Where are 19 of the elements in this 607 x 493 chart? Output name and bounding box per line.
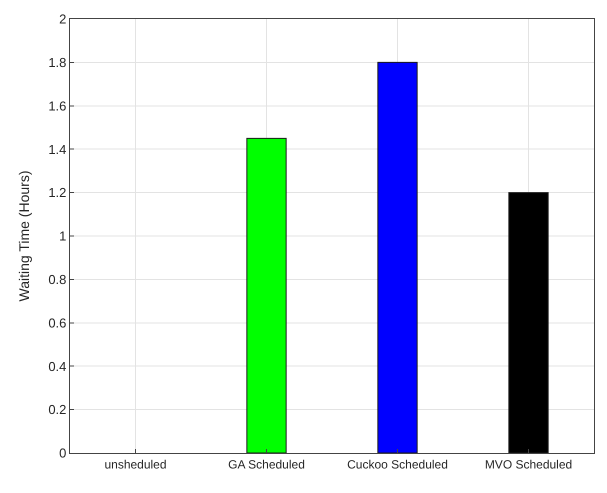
y-tick-label: 1.2	[48, 185, 66, 200]
bar	[508, 192, 549, 453]
y-tick-label: 1.8	[48, 54, 66, 70]
y-tick-label: 2	[59, 12, 66, 27]
y-tick-label: 0.8	[48, 272, 66, 287]
y-tick-label: 1.4	[48, 142, 66, 157]
y-tick-label: 0.6	[48, 315, 66, 330]
y-tick-label: 0.4	[48, 358, 66, 374]
bar	[246, 138, 287, 453]
y-axis-title: Waiting Time (Hours)	[16, 170, 32, 302]
x-tick-label: unsheduled	[104, 457, 167, 472]
x-tick-label: Cuckoo Scheduled	[347, 457, 448, 472]
y-tick-label: 0.2	[48, 402, 66, 418]
bar	[377, 62, 418, 453]
x-tick-label: GA Scheduled	[228, 457, 305, 472]
x-tick-label: MVO Scheduled	[484, 457, 572, 472]
y-tick-label: 1	[59, 228, 66, 244]
y-tick-label: 1.6	[48, 98, 66, 114]
y-tick-label: 0	[59, 446, 66, 461]
